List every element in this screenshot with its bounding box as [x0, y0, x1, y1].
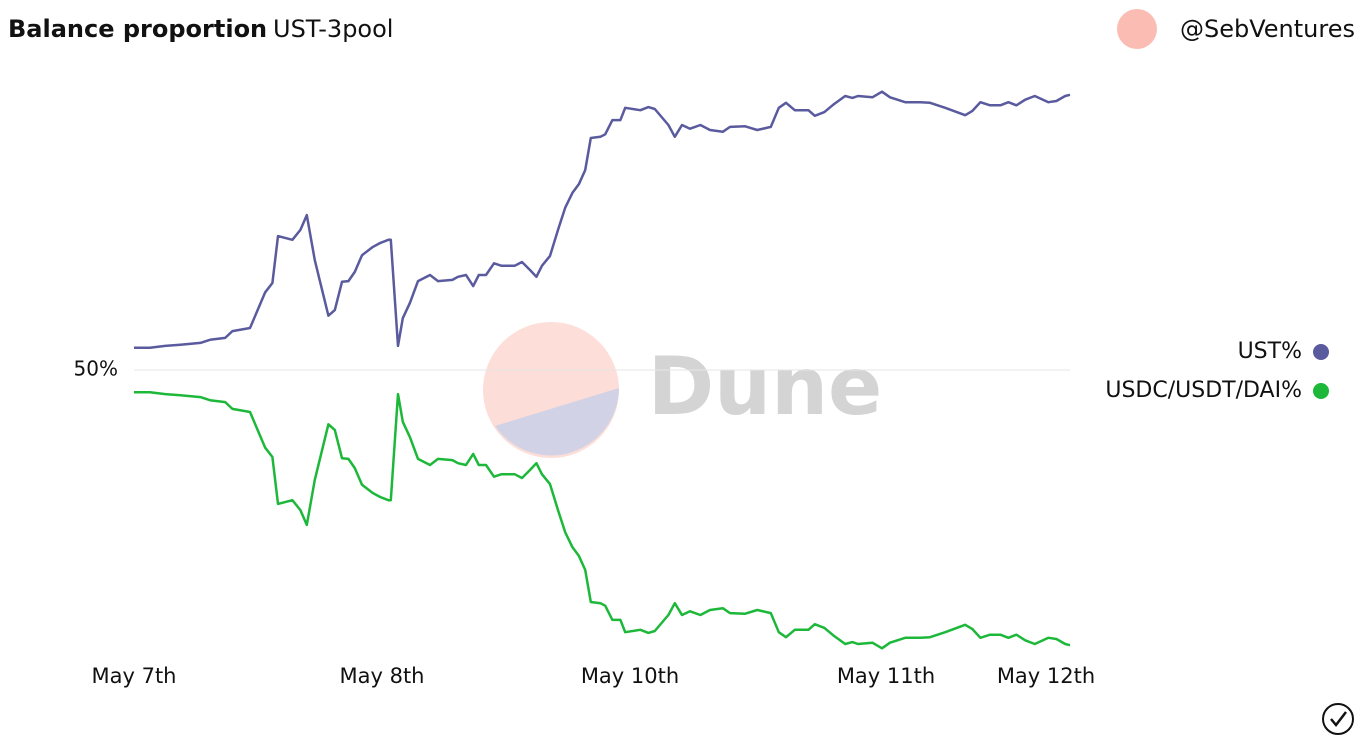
- chart-subtitle: UST-3pool: [273, 15, 393, 43]
- legend-label: USDC/USDT/DAI%: [1105, 378, 1302, 403]
- legend-label: UST%: [1238, 339, 1302, 364]
- x-tick-label: May 10th: [581, 664, 679, 688]
- series-line: [134, 90, 1071, 350]
- legend-marker: [1313, 383, 1329, 399]
- check-icon[interactable]: [1322, 703, 1354, 735]
- watermark: Dune: [648, 340, 883, 433]
- series-line: [134, 390, 1071, 650]
- x-tick-label: May 7th: [92, 664, 177, 688]
- y-tick-label: 50%: [74, 357, 118, 381]
- watermark-logo: [483, 322, 619, 458]
- legend-marker: [1313, 344, 1329, 360]
- chart-title: Balance proportion: [8, 15, 267, 43]
- x-tick-label: May 11th: [837, 664, 935, 688]
- author: @SebVentures: [1180, 15, 1355, 43]
- x-tick-label: May 8th: [340, 664, 425, 688]
- author-avatar: [1117, 9, 1157, 49]
- x-tick-label: May 12th: [997, 664, 1095, 688]
